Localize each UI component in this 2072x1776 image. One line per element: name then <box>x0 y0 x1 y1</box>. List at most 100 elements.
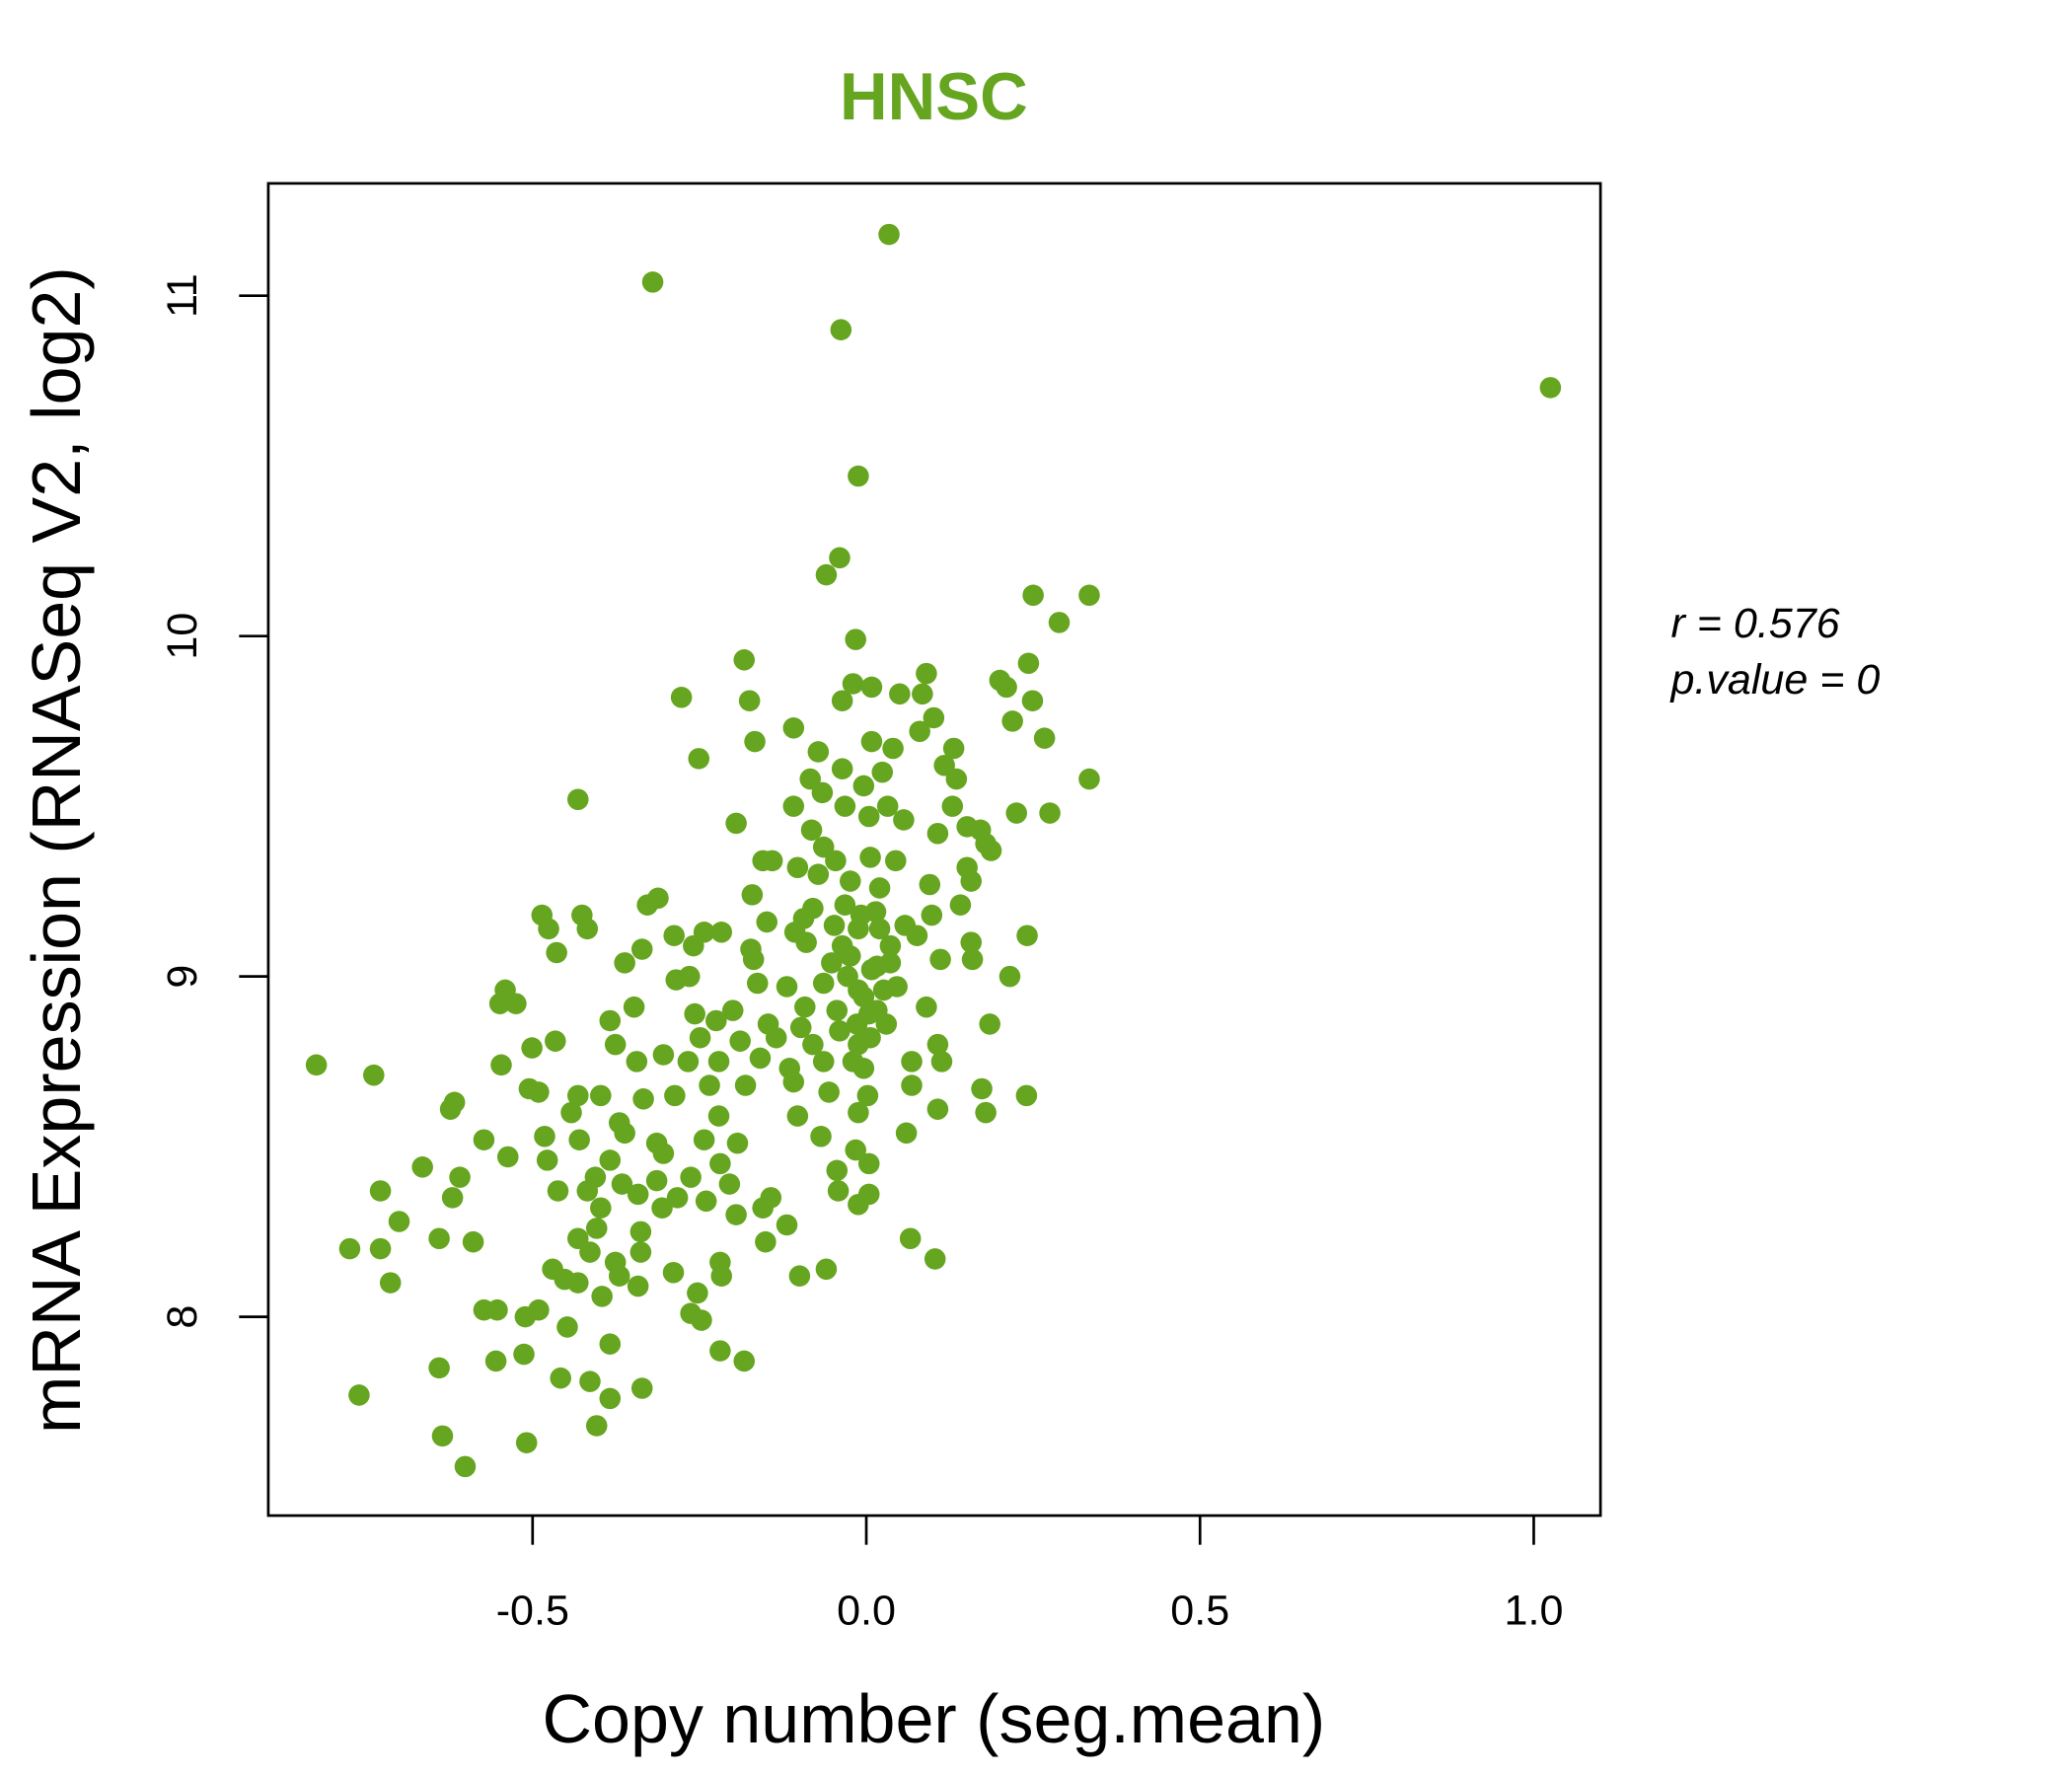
data-point <box>830 319 852 340</box>
data-point <box>812 836 835 858</box>
data-point <box>879 952 902 974</box>
data-point <box>627 1183 649 1206</box>
data-point <box>579 1241 601 1263</box>
data-point <box>876 795 899 817</box>
data-point <box>604 1033 627 1056</box>
data-point <box>871 761 894 783</box>
data-point <box>388 1211 410 1232</box>
data-point <box>629 1221 652 1243</box>
data-point <box>901 1051 923 1073</box>
data-point <box>576 1180 599 1202</box>
data-point <box>815 563 838 586</box>
data-point <box>614 952 635 974</box>
data-point <box>626 1051 648 1073</box>
y-tick-label: 11 <box>159 273 206 318</box>
data-point <box>411 1156 433 1178</box>
data-point <box>859 1026 881 1049</box>
data-point <box>689 1026 711 1049</box>
data-point <box>738 690 761 711</box>
data-point <box>810 1125 832 1147</box>
data-point <box>439 1098 462 1120</box>
data-point <box>1039 802 1061 824</box>
data-point <box>591 1286 613 1307</box>
data-point <box>926 1098 949 1120</box>
data-point <box>980 840 1002 861</box>
data-point <box>528 1298 550 1321</box>
data-point <box>765 1026 787 1049</box>
data-point <box>834 795 856 817</box>
data-point <box>599 1149 622 1171</box>
data-point <box>741 884 764 906</box>
data-point <box>812 972 835 995</box>
data-point <box>840 945 861 967</box>
data-point <box>782 717 805 739</box>
data-point <box>473 1129 495 1150</box>
data-point <box>590 1197 612 1219</box>
data-point <box>848 465 869 487</box>
data-point <box>926 822 949 845</box>
data-point <box>789 1016 812 1039</box>
data-point <box>818 1081 840 1103</box>
data-point <box>852 775 875 797</box>
data-point <box>919 873 941 896</box>
data-point <box>846 1013 868 1035</box>
data-point <box>677 1051 700 1073</box>
data-point <box>852 986 875 1008</box>
data-point <box>921 904 943 926</box>
data-point <box>1001 710 1023 732</box>
data-point <box>1015 1084 1038 1107</box>
data-point <box>829 547 851 569</box>
data-point <box>857 805 880 828</box>
data-point <box>670 686 693 708</box>
data-point <box>1016 925 1038 947</box>
data-point <box>782 795 805 817</box>
data-point <box>599 1009 622 1032</box>
data-point <box>882 737 904 760</box>
data-point <box>856 1084 879 1107</box>
data-point <box>632 1088 654 1110</box>
data-point <box>930 1051 953 1073</box>
data-point <box>812 1051 835 1073</box>
data-point <box>556 1316 578 1338</box>
data-point <box>872 979 895 1001</box>
data-point <box>547 1180 569 1202</box>
data-point <box>454 1455 477 1478</box>
data-point <box>428 1227 450 1250</box>
x-axis-label: Copy number (seg.mean) <box>543 1680 1326 1757</box>
data-point <box>369 1237 392 1260</box>
data-point <box>733 649 756 671</box>
data-point <box>486 1298 508 1321</box>
correlation-r: r = 0.576 <box>1670 600 1839 647</box>
data-point <box>1539 377 1562 399</box>
data-point <box>807 863 830 885</box>
data-point <box>815 1258 838 1281</box>
data-point <box>826 1159 849 1182</box>
data-point <box>912 683 933 705</box>
data-point <box>868 877 891 899</box>
plot-frame <box>266 182 1602 1517</box>
data-point <box>857 1152 880 1175</box>
data-point <box>725 1204 747 1225</box>
data-point <box>893 809 915 831</box>
data-point <box>860 958 883 981</box>
data-point <box>623 996 645 1018</box>
data-point <box>568 1129 590 1150</box>
data-point <box>795 931 817 953</box>
data-point <box>942 737 965 760</box>
data-point <box>840 870 861 892</box>
data-point <box>567 1272 589 1294</box>
data-point <box>1078 768 1100 790</box>
data-point <box>786 856 809 879</box>
data-point <box>749 1047 772 1070</box>
data-point <box>850 904 872 926</box>
data-point <box>488 993 511 1014</box>
data-point <box>929 948 951 971</box>
x-tick-label: 0.0 <box>837 1587 896 1634</box>
data-point <box>695 1190 717 1213</box>
data-point <box>611 1173 633 1195</box>
data-point <box>725 812 747 835</box>
points-layer <box>305 223 1562 1478</box>
chart-title: HNSC <box>840 60 1028 134</box>
data-point <box>752 1197 774 1219</box>
data-point <box>825 850 847 872</box>
